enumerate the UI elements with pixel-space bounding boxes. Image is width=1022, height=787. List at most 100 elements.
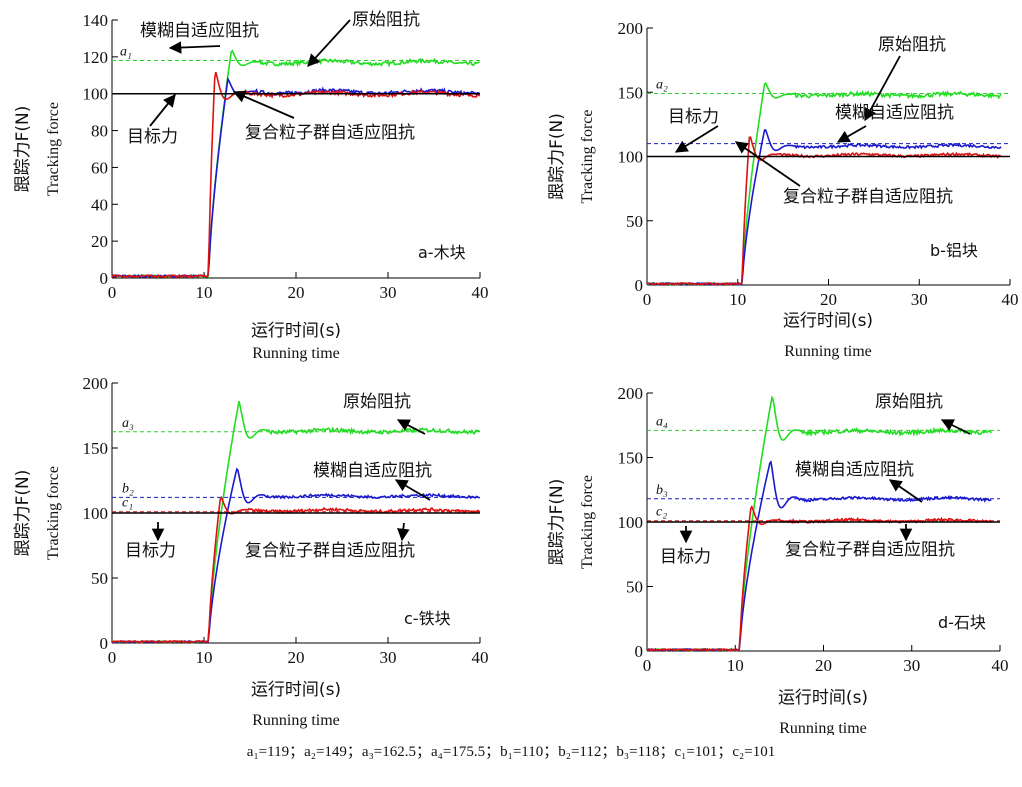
x-tick-label: 20 bbox=[815, 656, 832, 675]
y-tick-label: 0 bbox=[100, 634, 109, 653]
y-tick-label: 0 bbox=[635, 642, 644, 661]
x-axis-label-cn: 运行时间(s) bbox=[783, 311, 873, 331]
annotation-label: 复合粒子群自适应阻抗 bbox=[785, 540, 955, 560]
y-axis-label-cn: 跟踪力F(N) bbox=[547, 479, 567, 566]
x-axis-label-en: Running time bbox=[779, 720, 867, 735]
y-tick-label: 20 bbox=[91, 232, 108, 251]
reference-label: a₂ bbox=[656, 78, 668, 93]
y-tick-label: 150 bbox=[618, 83, 644, 102]
x-tick-label: 10 bbox=[729, 290, 746, 309]
x-axis-label-en: Running time bbox=[252, 345, 340, 362]
subplot-label: b-铝块 bbox=[930, 241, 978, 260]
annotation-arrow bbox=[397, 522, 410, 542]
y-axis-label-en: Tracking force bbox=[45, 466, 62, 560]
x-tick-label: 40 bbox=[472, 648, 489, 667]
y-tick-label: 0 bbox=[100, 269, 109, 288]
y-tick-label: 40 bbox=[91, 195, 108, 214]
panel-2: 0 50 100 150 200 0 10 20 30 40 跟踪力F(N) Tracking for… bbox=[547, 19, 1019, 360]
y-tick-label: 60 bbox=[91, 158, 108, 177]
y-tick-label: 150 bbox=[618, 449, 644, 468]
panel-1: 0 20 40 60 80 100 120 140 0 10 20 30 40 跟踪力F(N) Tracki… bbox=[13, 10, 489, 362]
y-axis-label-en: Tracking force bbox=[579, 475, 596, 569]
annotation-arrow bbox=[149, 94, 176, 127]
subplot-label: c-铁块 bbox=[404, 609, 451, 628]
annotation-label: 目标力 bbox=[127, 127, 178, 147]
annotation-label: 复合粒子群自适应阻抗 bbox=[783, 187, 953, 207]
x-tick-label: 0 bbox=[108, 283, 117, 302]
annotation-label: 原始阻抗 bbox=[878, 35, 946, 55]
annotation-label: 目标力 bbox=[668, 107, 719, 127]
y-tick-label: 50 bbox=[91, 569, 108, 588]
x-tick-label: 0 bbox=[643, 290, 652, 309]
y-tick-label: 0 bbox=[635, 276, 644, 295]
reference-label: c₁ bbox=[122, 496, 133, 511]
x-tick-label: 0 bbox=[108, 648, 117, 667]
y-axis-label-cn: 跟踪力F(N) bbox=[13, 470, 33, 557]
x-tick-label: 10 bbox=[196, 283, 213, 302]
x-tick-label: 20 bbox=[288, 648, 305, 667]
x-tick-label: 40 bbox=[1002, 290, 1019, 309]
y-tick-label: 120 bbox=[83, 48, 109, 67]
reference-label: b₃ bbox=[656, 483, 668, 498]
annotation-label: 原始阻抗 bbox=[875, 392, 943, 412]
y-tick-label: 200 bbox=[618, 384, 644, 403]
annotation-arrow bbox=[836, 125, 867, 143]
annotation-arrow bbox=[940, 419, 971, 435]
y-tick-label: 80 bbox=[91, 122, 108, 141]
y-tick-label: 100 bbox=[618, 513, 644, 532]
x-tick-label: 30 bbox=[903, 656, 920, 675]
y-tick-label: 140 bbox=[83, 11, 109, 30]
annotation-arrow bbox=[864, 55, 901, 122]
series-line bbox=[646, 136, 1002, 286]
reference-label: c₂ bbox=[656, 505, 667, 520]
y-axis-label-cn: 跟踪力F(N) bbox=[547, 113, 567, 200]
annotation-arrow bbox=[396, 419, 426, 435]
y-tick-label: 50 bbox=[626, 212, 643, 231]
y-axis-label-en: Tracking force bbox=[45, 102, 62, 196]
x-tick-label: 30 bbox=[380, 648, 397, 667]
annotation-arrow bbox=[888, 479, 923, 503]
subplot-label: a-木块 bbox=[418, 243, 466, 262]
reference-label: a₃ bbox=[122, 416, 134, 431]
reference-label: b₂ bbox=[122, 481, 134, 496]
x-axis-label-en: Running time bbox=[252, 712, 340, 729]
y-tick-label: 50 bbox=[626, 578, 643, 597]
x-tick-label: 30 bbox=[911, 290, 928, 309]
y-tick-label: 100 bbox=[83, 85, 109, 104]
annotation-arrow bbox=[394, 479, 431, 501]
reference-label: a₁ bbox=[120, 45, 132, 60]
x-tick-label: 30 bbox=[380, 283, 397, 302]
x-axis-label-cn: 运行时间(s) bbox=[251, 321, 341, 341]
reference-label: a₄ bbox=[656, 414, 668, 429]
y-axis-label-en: Tracking force bbox=[579, 109, 596, 203]
x-axis-label-en: Running time bbox=[784, 343, 872, 360]
x-axis-label-cn: 运行时间(s) bbox=[778, 688, 868, 708]
annotation-label: 原始阻抗 bbox=[343, 392, 411, 412]
annotation-label: 模糊自适应阻抗 bbox=[140, 21, 259, 41]
annotation-arrow bbox=[734, 141, 801, 187]
annotation-arrow bbox=[232, 90, 295, 119]
x-tick-label: 40 bbox=[472, 283, 489, 302]
x-axis-label-cn: 运行时间(s) bbox=[251, 680, 341, 700]
annotation-label: 目标力 bbox=[125, 541, 176, 561]
subplot-label: d-石块 bbox=[938, 613, 986, 632]
series-line bbox=[111, 495, 481, 644]
annotation-label: 目标力 bbox=[660, 547, 711, 567]
y-tick-label: 200 bbox=[83, 374, 109, 393]
x-tick-label: 40 bbox=[992, 656, 1009, 675]
figure-caption: a₁=119；a₂=149；a₃=162.5；a₄=175.5；b₁=110；b… bbox=[246, 744, 776, 760]
annotation-arrow bbox=[307, 19, 351, 67]
annotation-label: 模糊自适应阻抗 bbox=[795, 460, 914, 480]
annotation-label: 复合粒子群自适应阻抗 bbox=[245, 123, 415, 143]
annotation-label: 复合粒子群自适应阻抗 bbox=[245, 541, 415, 561]
annotation-label: 模糊自适应阻抗 bbox=[313, 461, 432, 481]
annotation-label: 模糊自适应阻抗 bbox=[835, 103, 954, 123]
x-tick-label: 20 bbox=[288, 283, 305, 302]
y-tick-label: 100 bbox=[618, 148, 644, 167]
panel-4: 0 50 100 150 200 0 10 20 30 40 跟踪力F(N) Tracking for… bbox=[547, 384, 1009, 735]
panel-3: 0 50 100 150 200 0 10 20 30 40 跟踪力F(N) Tracking for… bbox=[13, 374, 489, 729]
annotation-arrow bbox=[168, 41, 221, 54]
annotation-label: 原始阻抗 bbox=[352, 10, 420, 30]
y-tick-label: 150 bbox=[83, 439, 109, 458]
